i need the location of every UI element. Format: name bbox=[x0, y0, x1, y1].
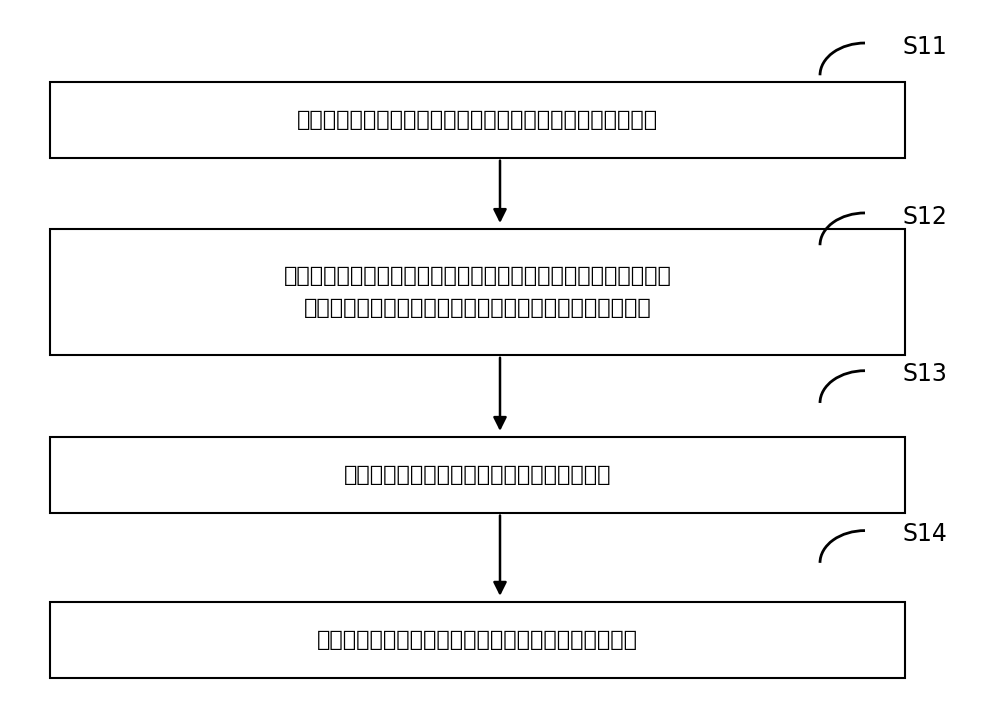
Text: S11: S11 bbox=[903, 34, 947, 59]
Text: 分别为直接接触者和间接接触者分配风险等级: 分别为直接接触者和间接接触者分配风险等级 bbox=[344, 465, 611, 485]
Bar bbox=[50, 82, 905, 158]
Bar bbox=[50, 229, 905, 355]
Text: S13: S13 bbox=[903, 362, 947, 386]
Bar bbox=[50, 437, 905, 513]
Text: S14: S14 bbox=[903, 522, 947, 546]
Text: 分别对直接接触者和间接接触者进行风险等级消除判定: 分别对直接接触者和间接接触者进行风险等级消除判定 bbox=[317, 630, 638, 650]
Text: S12: S12 bbox=[903, 204, 947, 229]
Text: 触者包括阳性患者的直接接触者以及阳性患者的间接接触者: 触者包括阳性患者的直接接触者以及阳性患者的间接接触者 bbox=[304, 298, 651, 318]
Text: 确定接触流图中的阳性患者，并确定阳性患者的接触者；其中，接: 确定接触流图中的阳性患者，并确定阳性患者的接触者；其中，接 bbox=[284, 267, 671, 286]
Bar bbox=[50, 602, 905, 678]
Text: 获取所有用户之间的接触数据，并基于接触数据构建接触流图: 获取所有用户之间的接触数据，并基于接触数据构建接触流图 bbox=[297, 110, 658, 130]
